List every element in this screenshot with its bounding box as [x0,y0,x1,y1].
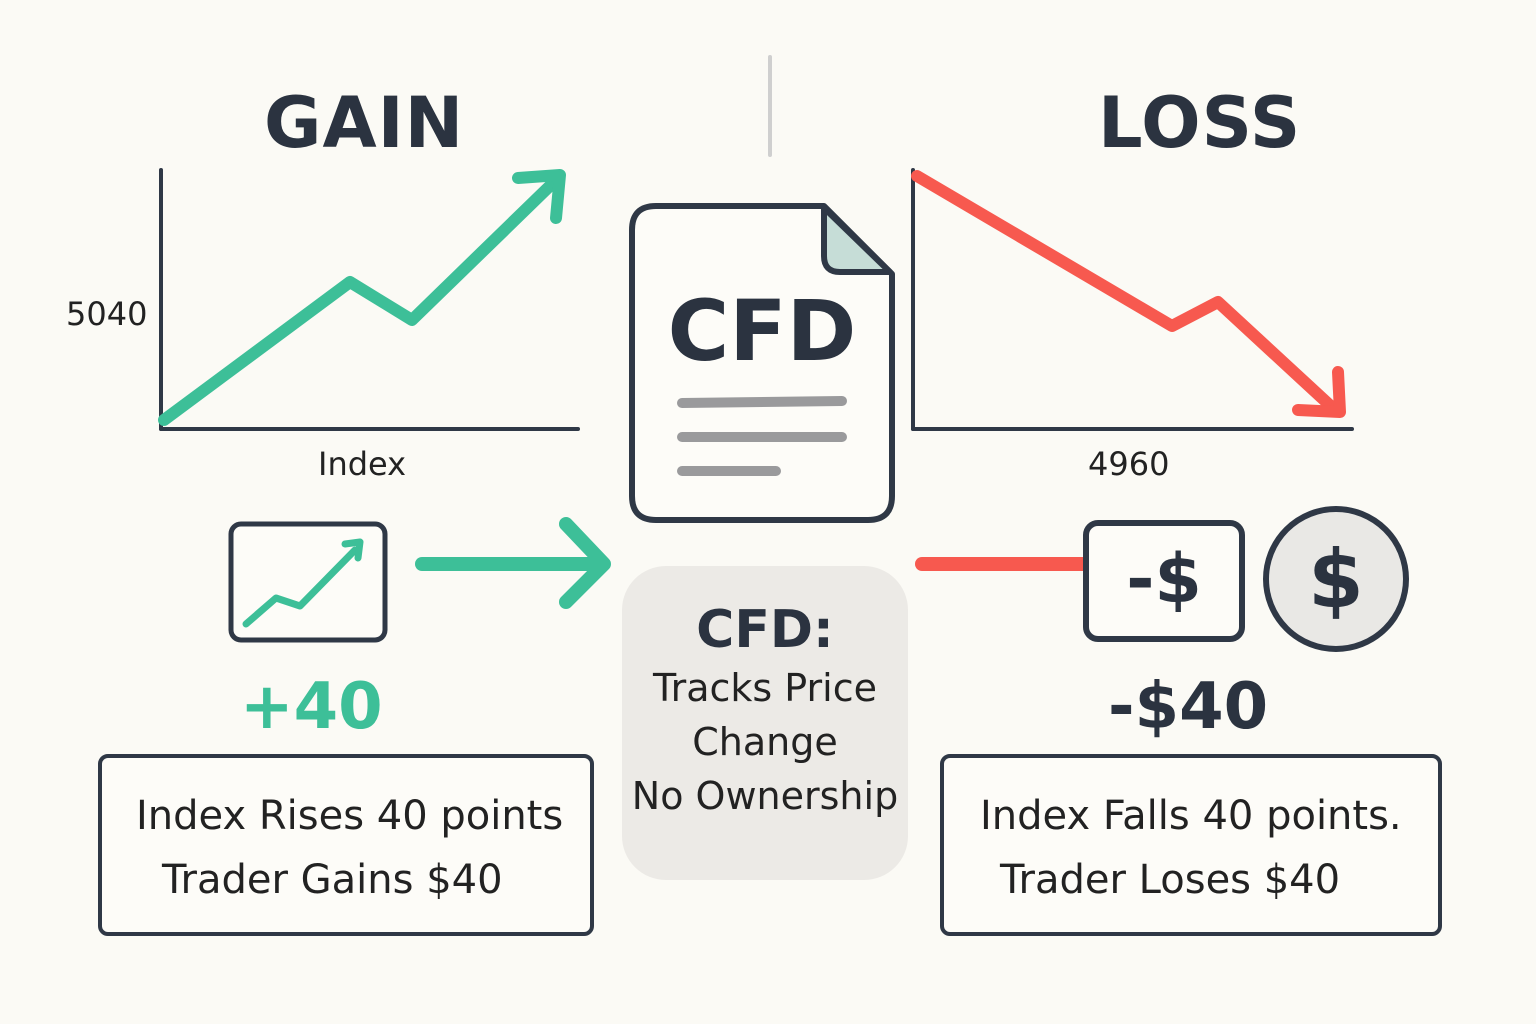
document-text-lines [677,396,847,476]
loss-trend-line [911,170,1346,418]
gain-description-box: Index Rises 40 points Trader Gains $40 [98,754,594,936]
loss-description-line-1: Index Falls 40 points. [980,793,1402,839]
loss-description-line-2: Trader Loses $40 [1000,857,1341,903]
center-panel-title: CFD: [696,600,834,660]
gain-trend-line [158,169,566,426]
gain-change-value: +40 [240,670,383,744]
loss-x-label: 4960 [1088,445,1170,483]
gain-description-line-2: Trader Gains $40 [162,857,503,903]
loss-description-box: Index Falls 40 points. Trader Loses $40 [940,754,1442,936]
document-label: CFD [667,282,857,380]
center-panel-line-3: No Ownership [631,774,899,818]
center-divider [768,55,772,157]
gain-description-line-1: Index Rises 40 points [136,793,564,839]
center-panel-line-1: Tracks Price [652,666,877,710]
gain-y-label: 5040 [66,295,148,333]
center-panel-line-2: Change [692,720,838,764]
gain-chart-axes [159,168,580,431]
center-panel: CFD: Tracks Price Change No Ownership [622,566,908,880]
loss-change-value: -$40 [1108,670,1269,744]
loss-heading: LOSS [1098,82,1302,164]
gain-x-label: Index [318,445,407,483]
gain-heading: GAIN [264,82,465,164]
dollar-coin-symbol: $ [1308,533,1364,626]
loss-chart-axes [911,168,1354,431]
dollar-badge-text: -$ [1126,540,1202,619]
